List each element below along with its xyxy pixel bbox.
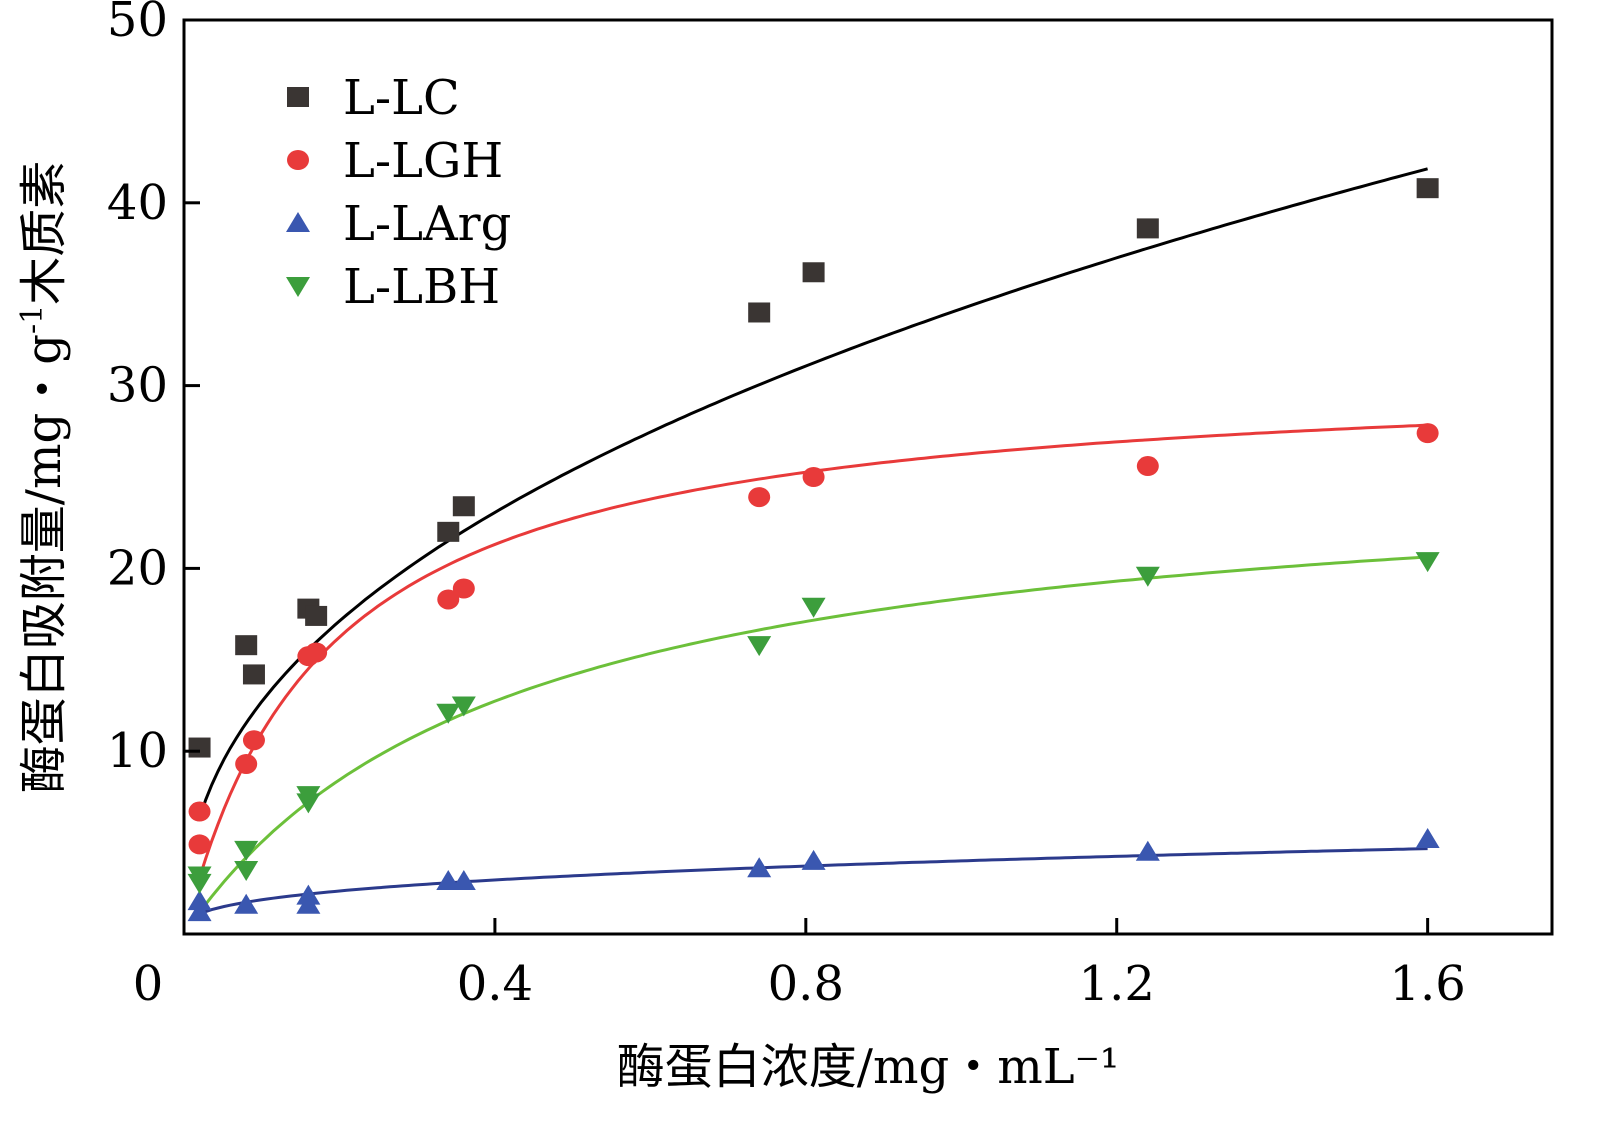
data-point-l-lbh	[1135, 566, 1160, 587]
legend-marker-l-lbh	[286, 277, 310, 297]
legend-label: L-LBH	[343, 259, 500, 315]
data-point-l-larg	[451, 869, 476, 890]
data-point-l-lgh	[242, 730, 265, 751]
data-point-l-lbh	[234, 861, 259, 882]
data-point-l-lgh	[437, 589, 460, 610]
x-axis-title: 酶蛋白浓度/mg・mL⁻¹	[617, 1039, 1119, 1095]
x-tick-label: 1.2	[1079, 956, 1155, 1012]
data-point-l-lgh	[1136, 456, 1159, 477]
plot-frame	[182, 18, 1554, 936]
data-point-l-lc	[1136, 218, 1159, 239]
data-point-l-lc	[235, 635, 258, 656]
data-point-l-lgh	[802, 467, 825, 487]
data-point-l-lgh	[188, 834, 211, 855]
data-point-l-larg	[296, 884, 321, 905]
x-tick-label: 1.6	[1389, 956, 1465, 1012]
x-tick-label: 0.8	[768, 956, 844, 1012]
y-tick-label: 50	[107, 0, 168, 48]
data-point-l-larg	[187, 901, 212, 922]
data-point-l-larg	[187, 890, 212, 911]
data-point-l-lgh	[748, 487, 771, 508]
fit-curve-l-lbh	[198, 555, 1428, 914]
x-tick-label: 0.4	[457, 956, 533, 1012]
legend-marker-l-lc	[287, 87, 309, 107]
fit-curve-l-lc	[198, 167, 1428, 819]
data-point-l-lc	[305, 605, 328, 626]
data-point-l-lgh	[305, 642, 328, 663]
axes: 10 20 30 40 50 0 0.4 0.8 1.2 1.6 酶蛋白浓度/mg・mL⁻¹ 酶蛋白吸…	[15, 0, 1554, 1095]
data-point-l-lbh	[747, 636, 772, 657]
legend-label: L-LArg	[343, 196, 511, 252]
legend-marker-l-larg	[286, 212, 310, 232]
data-point-l-larg	[747, 857, 772, 878]
data-point-l-lgh	[452, 578, 475, 599]
data-point-l-lc	[1416, 178, 1439, 199]
legend-label: L-LC	[343, 70, 460, 126]
data-point-l-lbh	[296, 786, 321, 807]
data-point-l-larg	[801, 849, 826, 870]
legend: L-LC L-LGH L-LArg L-LBH	[286, 70, 511, 315]
data-point-l-lbh	[234, 840, 259, 861]
data-point-l-lgh	[188, 801, 211, 822]
y-axis-title: 酶蛋白吸附量/mg・g-1木质素	[15, 161, 72, 793]
data-point-l-lc	[242, 664, 265, 685]
legend-marker-l-lgh	[287, 150, 309, 170]
data-point-l-lbh	[801, 597, 826, 618]
data-point-l-larg	[1135, 840, 1160, 861]
y-tick-label: 10	[107, 723, 168, 779]
y-tick-label: 40	[107, 175, 168, 231]
data-point-l-lgh	[235, 753, 258, 774]
data-point-l-lbh	[436, 703, 461, 724]
data-point-l-larg	[1415, 827, 1440, 848]
data-point-l-lc	[452, 496, 475, 517]
data-point-l-lc	[802, 262, 825, 283]
data-point-l-lc	[748, 302, 771, 323]
y-tick-label: 30	[107, 358, 168, 414]
data-point-l-lbh	[187, 866, 212, 887]
data-point-l-lbh	[451, 696, 476, 717]
data-point-l-larg	[234, 893, 259, 914]
y-tick-label: 20	[107, 540, 168, 596]
origin-label: 0	[133, 956, 164, 1012]
data-point-l-lc	[188, 737, 211, 758]
legend-label: L-LGH	[343, 133, 503, 189]
data-point-l-lbh	[1415, 552, 1440, 573]
fit-curve-l-lgh	[198, 423, 1428, 879]
data-point-l-larg	[436, 869, 461, 890]
data-point-l-lgh	[1416, 423, 1439, 444]
data-point-l-lc	[437, 521, 460, 542]
